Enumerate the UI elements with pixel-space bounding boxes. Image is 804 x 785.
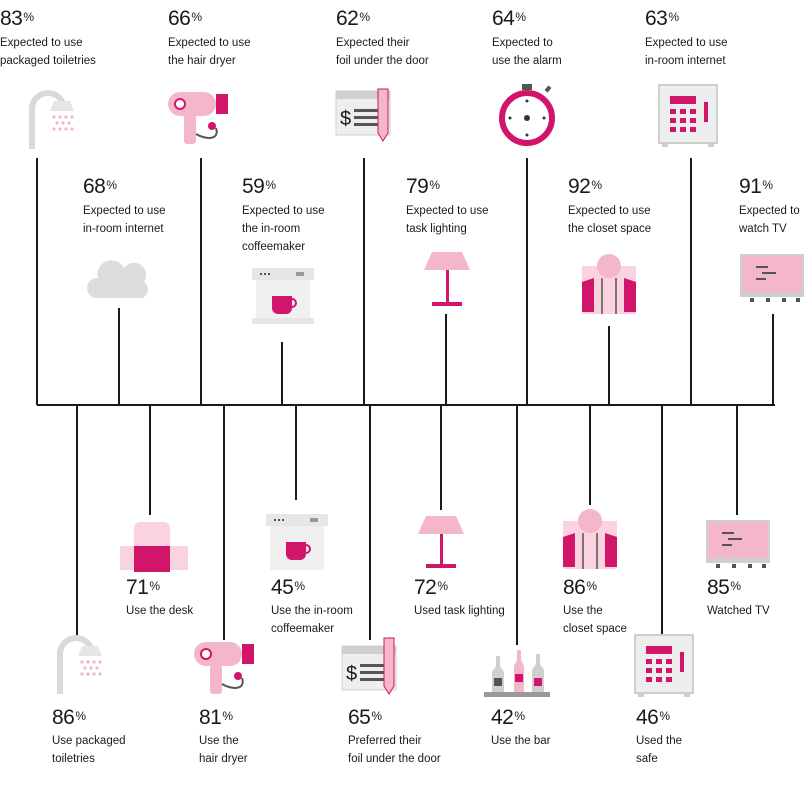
safe-icon [658,84,718,147]
stat-label: Expected to use the alarm [492,37,562,67]
stat-bottom-tv: 85% Watched TV [707,577,804,620]
coffeemaker-icon [266,514,328,570]
stat-label: Used the safe [636,735,683,765]
stat-label: Use packaged toiletries [52,735,126,765]
safe-icon [634,634,694,697]
bill-icon: $ [335,88,391,142]
stat-label: Use the bar [491,735,551,747]
coffeemaker-icon [252,268,314,324]
stat-percent: 66% [168,7,202,30]
stat-percent: 79% [406,175,440,198]
stat-top-task-lighting: 79% Expected to use task lighting [406,176,536,238]
stat-percent: 65% [348,706,382,729]
stat-percent: 85% [707,576,741,599]
stat-label: Expected to use the hair dryer [168,37,251,67]
cloud-icon [86,260,149,298]
stat-percent: 72% [414,576,448,599]
stat-top-packaged-toiletries: 83% Expected to use packaged toiletries [0,8,130,70]
chair-icon [120,522,188,572]
tv-icon [706,520,770,568]
alarm-clock-icon [499,84,555,146]
stat-percent: 64% [492,7,526,30]
stat-top-hair-dryer: 66% Expected to use the hair dryer [168,8,298,70]
svg-text:$: $ [346,663,357,685]
stat-bottom-foil: 65% Preferred their foil under the door [348,707,488,768]
stat-bottom-coffeemaker: 45% Use the in-room coffeemaker [271,577,401,638]
stat-percent: 83% [0,7,34,30]
stat-top-coffeemaker: 59% Expected to use the in-room coffeema… [242,176,372,256]
stat-label: Expected to use task lighting [406,205,489,235]
stat-label: Expected to use the closet space [568,205,652,235]
stat-percent: 46% [636,706,670,729]
shower-icon [57,635,102,694]
stat-bottom-closet: 86% Use the closet space [563,577,693,638]
stat-bottom-safe: 46% Used the safe [636,707,766,768]
stat-label: Watched TV [707,605,770,617]
stat-bottom-desk: 71% Use the desk [126,577,256,620]
stat-top-alarm: 64% Expected to use the alarm [492,8,622,70]
stat-percent: 86% [563,576,597,599]
stat-top-tv: 91% Expected to watch TV [739,176,803,238]
stat-percent: 92% [568,175,602,198]
stat-label: Preferred their foil under the door [348,735,441,765]
stat-percent: 81% [199,706,233,729]
stat-percent: 42% [491,706,525,729]
stat-bottom-task-lighting: 72% Used task lighting [414,577,544,620]
stat-bottom-packaged-toiletries: 86% Use packaged toiletries [52,707,182,768]
stat-percent: 59% [242,175,276,198]
stat-percent: 71% [126,576,160,599]
bar-bottles-icon [484,650,550,697]
shower-icon [29,90,74,149]
hair-dryer-icon [168,92,228,144]
stat-top-foil: 62% Expected their foil under the door [336,8,466,70]
stat-label: Expected to use in-room internet [645,37,728,67]
stat-label: Use the closet space [563,605,627,635]
stat-label: Use the in-room coffeemaker [271,605,353,635]
tv-icon [740,254,804,302]
stat-bottom-bar: 42% Use the bar [491,707,621,750]
stat-percent: 45% [271,576,305,599]
stat-label: Used task lighting [414,605,505,617]
stat-top-closet: 92% Expected to use the closet space [568,176,698,238]
stat-label: Use the hair dryer [199,735,248,765]
lamp-icon [424,252,470,306]
stat-bottom-hair-dryer: 81% Use the hair dryer [199,707,329,768]
stat-label: Expected to use in-room internet [83,205,166,235]
stat-top-internet-2: 68% Expected to use in-room internet [83,176,213,238]
jacket-icon [582,254,636,314]
stat-label: Expected to use the in-room coffeemaker [242,205,325,253]
stat-label: Expected their foil under the door [336,37,429,67]
stat-percent: 91% [739,175,773,198]
stat-label: Expected to use packaged toiletries [0,37,96,67]
stat-percent: 68% [83,175,117,198]
stat-top-internet-1: 63% Expected to use in-room internet [645,8,775,70]
svg-text:$: $ [340,108,351,130]
lamp-icon [418,516,464,568]
jacket-icon [563,509,617,569]
stat-percent: 63% [645,7,679,30]
bill-icon: $ [341,637,397,695]
stat-label: Expected to watch TV [739,205,800,235]
stat-label: Use the desk [126,605,194,617]
stat-percent: 62% [336,7,370,30]
stat-percent: 86% [52,706,86,729]
hair-dryer-icon [194,642,254,694]
